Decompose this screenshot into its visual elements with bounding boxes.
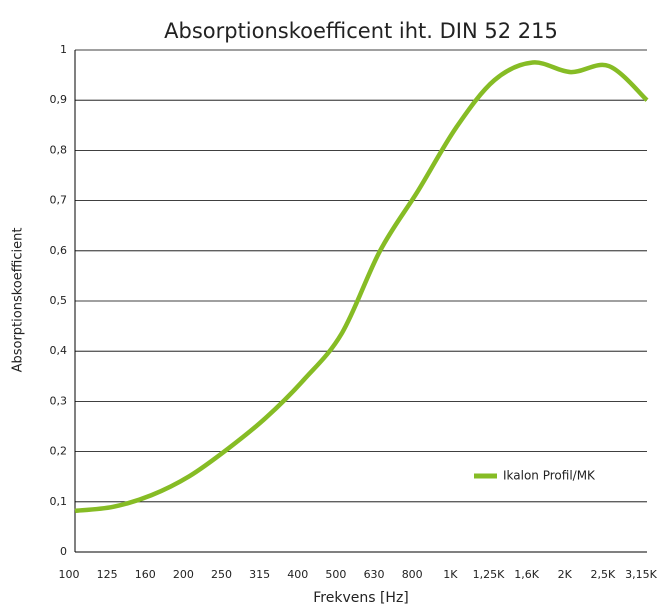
y-tick-label: 0,4	[50, 344, 68, 357]
y-tick-label: 0,6	[50, 244, 68, 257]
x-axis-label: Frekvens [Hz]	[313, 590, 409, 606]
x-tick-label: 800	[402, 568, 423, 581]
x-tick-label: 500	[325, 568, 346, 581]
x-tick-label: 2K	[558, 568, 573, 581]
x-tick-label: 250	[211, 568, 232, 581]
x-tick-label: 125	[97, 568, 118, 581]
x-tick-label: 160	[135, 568, 156, 581]
y-tick-label: 0,5	[50, 294, 68, 307]
y-tick-label: 0	[60, 545, 67, 558]
y-tick-label: 1	[60, 43, 67, 56]
x-tick-label: 315	[249, 568, 270, 581]
legend-label: Ikalon Profil/MK	[503, 469, 596, 483]
x-tick-label: 3,15K	[625, 568, 657, 581]
x-tick-label: 200	[173, 568, 194, 581]
y-axis-label: Absorptionskoefficient	[11, 228, 26, 373]
x-tick-label: 100	[59, 568, 80, 581]
x-tick-label: 1,6K	[514, 568, 539, 581]
y-tick-label: 0,9	[50, 93, 68, 106]
y-tick-label: 0,2	[50, 445, 68, 458]
x-tick-label: 400	[287, 568, 308, 581]
chart-title: Absorptionskoefficent iht. DIN 52 215	[164, 19, 558, 43]
data-line	[74, 60, 649, 514]
y-tick-label: 0,8	[50, 143, 68, 156]
y-tick-label: 0,7	[50, 194, 68, 207]
x-tick-label: 1,25K	[473, 568, 505, 581]
y-tick-label: 0,3	[50, 394, 68, 407]
y-tick-label: 0,1	[50, 495, 68, 508]
x-tick-label: 1K	[443, 568, 458, 581]
x-tick-label: 2,5K	[591, 568, 616, 581]
x-tick-label: 630	[364, 568, 385, 581]
